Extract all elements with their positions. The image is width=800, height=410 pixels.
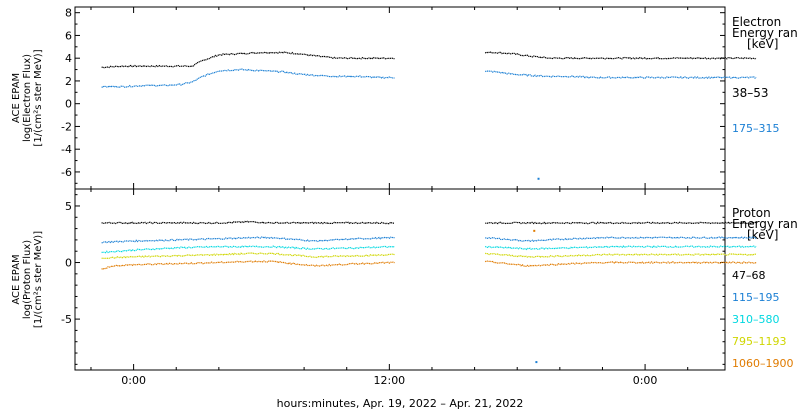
y-tick-label: 6 xyxy=(65,29,72,42)
y-axis-label-line: ACE EPAM xyxy=(11,254,22,304)
series-trace xyxy=(101,252,395,260)
legend-entry: 310–580 xyxy=(732,313,780,326)
series-0 xyxy=(101,51,757,69)
legend-entry: 1060–1900 xyxy=(732,357,794,370)
legend-title-line: Energy ran xyxy=(732,26,798,40)
series-0 xyxy=(101,220,757,225)
y-axis-label-line: ACE EPAM xyxy=(11,73,22,123)
series-2 xyxy=(101,245,757,254)
legend-title-line: [keV] xyxy=(747,37,778,51)
electron-panel: -6 -4 -2 0 2 4 6 8 ACE EPAMlog(Electron Flux)[1/… xyxy=(11,6,798,190)
legend-entry: 47–68 xyxy=(732,269,766,282)
series-1 xyxy=(101,68,757,88)
plot-frame xyxy=(74,188,726,371)
series-1 xyxy=(101,236,757,244)
series-trace xyxy=(484,51,757,60)
legend-entry: 795–1193 xyxy=(732,335,787,348)
y-axis-label-line: log(Electron Flux) xyxy=(22,54,33,142)
x-tick-label: 0:00 xyxy=(633,374,658,387)
series-trace xyxy=(485,70,757,79)
legend-title-line: [keV] xyxy=(747,228,778,242)
series-trace xyxy=(484,252,757,258)
y-tick-label: 4 xyxy=(65,52,72,65)
series-trace xyxy=(101,51,395,69)
legend-entry: 115–195 xyxy=(732,291,780,304)
y-tick-label: -2 xyxy=(61,120,72,133)
series-trace xyxy=(484,260,757,268)
y-axis-label-line: log(Proton Flux) xyxy=(22,240,33,319)
y-tick-label: 8 xyxy=(65,7,72,20)
proton-panel: -5 0 5 ACE EPAMlog(Proton Flux)[1/(cm²s ste… xyxy=(11,188,798,371)
y-tick-label: 0 xyxy=(65,98,72,111)
series-trace xyxy=(101,236,395,244)
y-axis-label-line: [1/(cm²s ster MeV)] xyxy=(33,231,44,328)
series-trace xyxy=(101,68,395,88)
y-tick-label: 0 xyxy=(65,257,72,270)
legend-title-line: Proton xyxy=(732,206,771,220)
y-tick-label: -5 xyxy=(61,313,72,326)
series-trace xyxy=(484,245,757,251)
series-trace xyxy=(101,245,395,254)
legend-entry: 175–315 xyxy=(732,122,780,135)
legend-entry: 38–53 xyxy=(732,86,769,100)
series-trace xyxy=(485,221,757,225)
legend-title-line: Energy ran xyxy=(732,217,798,231)
y-axis-label: ACE EPAMlog(Proton Flux)[1/(cm²s ster Me… xyxy=(11,231,44,328)
series-3 xyxy=(101,252,757,260)
series-trace xyxy=(485,236,757,243)
outlier-point xyxy=(533,229,536,232)
outlier-point xyxy=(537,177,540,180)
y-axis-label: ACE EPAMlog(Electron Flux)[1/(cm²s ster … xyxy=(11,49,44,146)
y-tick-label: -6 xyxy=(61,166,72,179)
y-tick-label: -4 xyxy=(61,143,72,156)
outlier-point xyxy=(535,361,538,364)
x-axis-label: hours:minutes, Apr. 19, 2022 – Apr. 21, … xyxy=(277,397,524,410)
y-tick-label: 5 xyxy=(65,200,72,213)
series-4 xyxy=(101,260,757,270)
y-tick-label: 2 xyxy=(65,75,72,88)
x-tick-label: 0:00 xyxy=(121,374,146,387)
plot-frame xyxy=(74,6,726,190)
legend-title-line: Electron xyxy=(732,15,781,29)
x-axis: 0:00 12:00 0:00 xyxy=(121,374,657,387)
y-axis-label-line: [1/(cm²s ster MeV)] xyxy=(33,49,44,146)
x-tick-label: 12:00 xyxy=(373,374,405,387)
series-trace xyxy=(101,260,395,270)
series-trace xyxy=(101,220,395,225)
